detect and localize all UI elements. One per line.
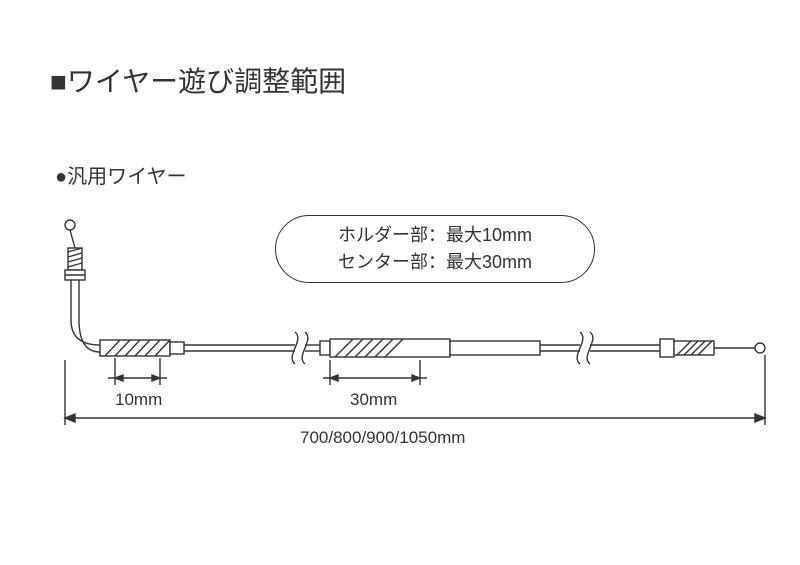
dim-holder-label: 10mm — [115, 390, 162, 410]
wire-diagram — [20, 200, 780, 460]
main-title: ■ワイヤー遊び調整範囲 — [50, 60, 346, 100]
dim-center-label: 30mm — [350, 390, 397, 410]
dim-total-label: 700/800/900/1050mm — [300, 428, 465, 448]
sub-title: ●汎用ワイヤー — [55, 160, 186, 189]
